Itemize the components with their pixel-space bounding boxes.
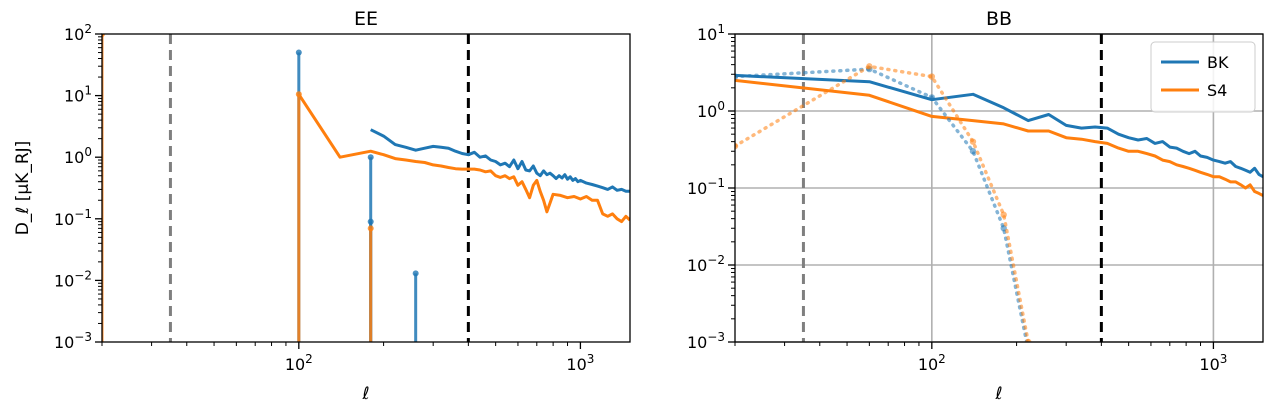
chart1-x-tick-label: 103 (566, 352, 594, 374)
chart2-x-label: ℓ (994, 384, 1002, 404)
chart1-series-1-line (370, 128, 630, 193)
chart2-y-axis: 10−3 10−2 10−1 100 101 (687, 22, 735, 352)
chart2-series-4-point (1025, 338, 1032, 342)
chart1-x-label: ℓ (361, 384, 369, 404)
chart2-legend-label-s4: S4 (1207, 81, 1227, 100)
chart2-x-tick-label: 102 (918, 352, 946, 374)
chart2-series-3-point (969, 148, 977, 155)
chart2-series-3-point (735, 73, 739, 80)
chart2-series-group (735, 63, 1263, 352)
chart2-series-4-point (928, 73, 936, 80)
chart2-x-axis: 102 103 (734, 342, 1227, 374)
chart2-y-tick-label: 10−2 (687, 253, 725, 275)
chart2-y-tick-label: 100 (697, 99, 725, 121)
chart2-series-4-point (735, 142, 739, 150)
chart1-x-tick-label: 102 (285, 352, 313, 374)
chart1-y-tick-label: 102 (64, 22, 92, 44)
chart1-series-3-stem-point (412, 270, 419, 277)
chart1-series-4-stem-point (102, 34, 105, 37)
chart2-legend-box (1150, 41, 1256, 113)
chart2-series-bk-line (735, 73, 1263, 179)
chart1-y-tick-label: 10−3 (54, 330, 92, 352)
chart1-series-3-stem-point (367, 154, 374, 161)
chart2-title: BB (986, 8, 1012, 30)
chart2-panel: 102 103 10−3 10−2 10−1 100 101 BB ℓ BK S4 (687, 8, 1264, 404)
chart1-series-group (102, 34, 630, 342)
chart2-x-tick-label: 103 (1199, 352, 1227, 374)
chart2-series-s4-line (735, 78, 1263, 197)
chart2-series-4-line (735, 64, 1030, 342)
chart2-legend: BK S4 (1150, 41, 1256, 113)
chart1-axes-frame (101, 33, 631, 343)
chart2-series-4-point (969, 138, 977, 145)
chart1-series-4-stem-point (367, 225, 374, 232)
chart2-series-3-line (735, 67, 1029, 342)
chart1-panel: 102 103 10−3 10−2 10−1 100 101 102 EE ℓ D_ℓ [μK_RJ… (13, 8, 631, 404)
chart2-y-tick-label: 101 (697, 22, 725, 44)
chart2-legend-label-bk: BK (1207, 53, 1229, 72)
chart2-y-tick-label: 10−1 (687, 176, 725, 198)
chart1-x-axis: 102 103 (101, 342, 594, 374)
chart1-series-3-stem-point (367, 218, 374, 225)
chart2-series-4-point (866, 63, 873, 70)
chart1-series-3-stem-point (295, 49, 302, 56)
chart1-series-4-stem-point (295, 91, 302, 98)
chart1-y-tick-label: 10−2 (54, 268, 92, 290)
chart1-y-label: D_ℓ [μK_RJ] (13, 141, 33, 236)
chart1-y-axis: 10−3 10−2 10−1 100 101 102 (54, 22, 102, 352)
chart1-y-tick-label: 101 (64, 84, 92, 106)
chart2-series-3-point (928, 94, 936, 101)
chart1-y-tick-label: 100 (64, 145, 92, 167)
chart1-title: EE (354, 8, 378, 30)
chart1-y-tick-label: 10−1 (54, 207, 92, 229)
chart2-series-4-point (1000, 211, 1007, 218)
chart2-y-tick-label: 10−3 (687, 330, 725, 352)
chart1-series-2-line (297, 93, 630, 224)
chart2-series-3-point (1025, 346, 1031, 352)
